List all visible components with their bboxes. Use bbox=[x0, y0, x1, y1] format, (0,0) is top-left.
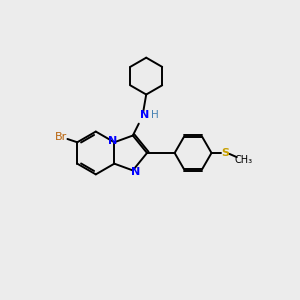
Text: N: N bbox=[140, 110, 149, 120]
Text: S: S bbox=[221, 148, 229, 158]
Text: N: N bbox=[130, 167, 140, 178]
Text: N: N bbox=[108, 136, 118, 146]
Text: Br: Br bbox=[55, 132, 67, 142]
Text: CH₃: CH₃ bbox=[235, 155, 253, 165]
Text: H: H bbox=[151, 110, 158, 120]
